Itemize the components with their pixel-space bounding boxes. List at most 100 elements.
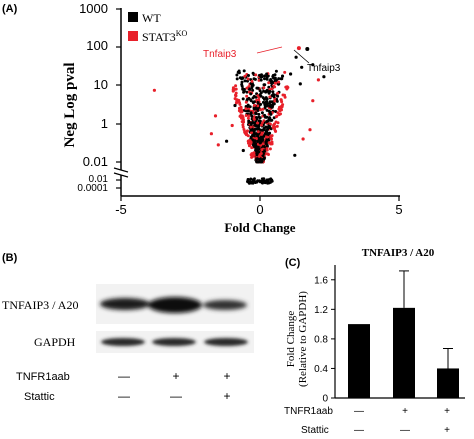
point-wt	[247, 74, 250, 77]
point-ko	[285, 85, 289, 89]
point-wt	[281, 74, 285, 78]
point-ko	[245, 86, 249, 90]
point-wt	[256, 86, 260, 90]
point-ko	[244, 114, 248, 117]
point-ko	[280, 105, 284, 109]
blot-bands-target	[100, 297, 247, 313]
point-ko	[261, 142, 265, 146]
point-ko	[261, 121, 264, 125]
point-wt	[270, 179, 274, 183]
point-wt	[251, 181, 255, 185]
point-wt	[252, 132, 256, 136]
point-ko	[257, 98, 261, 102]
point-wt	[263, 77, 266, 81]
point-wt	[233, 103, 237, 108]
point-wt	[266, 90, 270, 94]
point-ko	[276, 111, 280, 115]
point-wt	[242, 88, 246, 92]
point-ko	[216, 143, 220, 147]
point-wt	[263, 83, 267, 87]
bar-y-axis-label-2: (Relative to GAPDH)	[297, 291, 309, 387]
point-wt	[257, 112, 261, 116]
treatment-mark: +	[223, 369, 230, 383]
point-ko	[262, 86, 266, 90]
point-wt	[272, 95, 276, 99]
point-ko	[230, 123, 234, 128]
point-ko	[280, 108, 283, 112]
point-wt	[269, 118, 273, 122]
point-ko	[266, 135, 270, 139]
point-ko	[276, 121, 280, 125]
point-wt	[268, 111, 272, 115]
treatment-mark: +	[172, 369, 179, 383]
point-wt	[263, 179, 267, 183]
point-wt	[252, 144, 256, 148]
point-wt	[257, 119, 261, 123]
point-wt	[242, 69, 246, 73]
point-wt	[277, 82, 280, 86]
y-tick-label: 1	[101, 116, 108, 131]
point-ko	[308, 128, 312, 132]
point-wt	[252, 107, 256, 111]
annotation-leader-wt	[293, 49, 310, 64]
point-wt	[247, 120, 251, 124]
point-ko	[243, 74, 247, 78]
point-wt	[271, 102, 275, 106]
point-wt	[270, 79, 274, 83]
x-tick-label: 5	[395, 202, 402, 217]
annotation-tnfaip3-ko: Tnfaip3	[203, 49, 237, 60]
point-ko	[247, 141, 250, 145]
treatment-mark: +	[444, 425, 450, 436]
point-wt	[294, 55, 298, 59]
point-ko	[234, 87, 238, 91]
point-ko	[250, 152, 254, 156]
y-tick-label: 100	[86, 38, 108, 53]
point-wt	[246, 178, 250, 181]
treatment-mark: +	[223, 389, 230, 403]
point-wt	[261, 137, 264, 141]
point-ko	[268, 141, 272, 145]
point-wt	[267, 124, 271, 128]
point-wt	[262, 177, 266, 181]
point-ko	[250, 131, 254, 135]
volcano-y-ticks: 1000 100 10 1 0.01	[79, 1, 108, 169]
point-ko	[283, 70, 287, 74]
point-wt	[252, 77, 256, 81]
point-wt	[273, 76, 277, 80]
volcano-y-axis-label: Neg Log pval	[62, 62, 78, 147]
axis-break-mark	[113, 172, 129, 178]
volcano-x-axis-label: Fold Change	[224, 220, 295, 235]
point-ko	[265, 152, 269, 156]
treatment-mark: +	[402, 406, 408, 417]
point-ko	[260, 123, 263, 127]
y-tick-label: 1.6	[314, 275, 328, 286]
treatment-mark: —	[118, 389, 130, 403]
legend-label-wt: WT	[142, 11, 161, 25]
point-wt	[235, 73, 239, 77]
blot-treatment-tnfr1aab: TNFR1aab	[16, 371, 70, 383]
point-wt	[255, 145, 259, 149]
point-wt	[251, 96, 255, 100]
point-wt	[251, 88, 255, 92]
annotation-tnfaip3-wt: Tnfaip3	[307, 63, 341, 74]
point-ko	[276, 91, 280, 95]
blot-band	[203, 300, 247, 310]
y-tick-label: 0.01	[83, 154, 108, 169]
point-wt	[256, 100, 260, 104]
point-ko	[244, 107, 248, 111]
point-ko	[265, 148, 269, 152]
point-ko	[245, 94, 249, 98]
y-tick-label: 10	[94, 77, 108, 92]
point-wt	[246, 109, 250, 113]
legend-label-ko-sup: KO	[176, 29, 188, 38]
point-wt	[260, 75, 264, 79]
point-ko	[274, 115, 278, 119]
point-ko	[246, 129, 249, 133]
point-wt	[271, 93, 275, 96]
point-ko	[246, 77, 250, 81]
legend-swatch-wt	[128, 12, 138, 22]
point-ko	[260, 148, 264, 152]
point-ko	[238, 114, 242, 118]
point-wt	[242, 90, 246, 94]
point-tnfaip3-ko	[296, 46, 301, 51]
